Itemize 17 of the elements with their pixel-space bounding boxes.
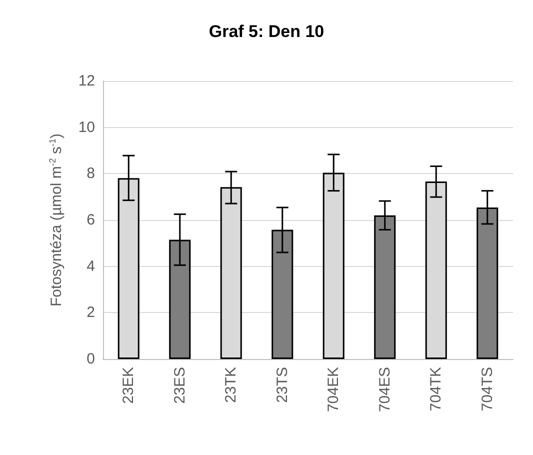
chart-title: Graf 5: Den 10 xyxy=(208,22,324,41)
x-tick-label: 704EK xyxy=(325,367,342,412)
y-tick-label: 12 xyxy=(78,72,95,90)
x-tick-label: 23TS xyxy=(274,367,291,403)
y-tick-label: 8 xyxy=(86,165,95,182)
x-tick-label: 23EK xyxy=(120,367,138,404)
y-tick-label: 0 xyxy=(86,350,95,368)
y-tick-label: 10 xyxy=(78,118,95,136)
y-tick-label: 2 xyxy=(86,304,95,322)
y-axis-title: Fotosyntéza (µmol m-2 s-1) xyxy=(48,133,65,307)
y-tick-label: 6 xyxy=(86,212,95,228)
x-tick-label: 23ES xyxy=(171,367,188,404)
y-tick-label: 4 xyxy=(86,258,95,275)
x-tick-label: 23TK xyxy=(222,367,240,403)
x-tick-label: 704ES xyxy=(376,367,394,412)
x-tick-label: 704TK xyxy=(428,367,445,412)
x-tick-label: 704TS xyxy=(478,367,496,412)
